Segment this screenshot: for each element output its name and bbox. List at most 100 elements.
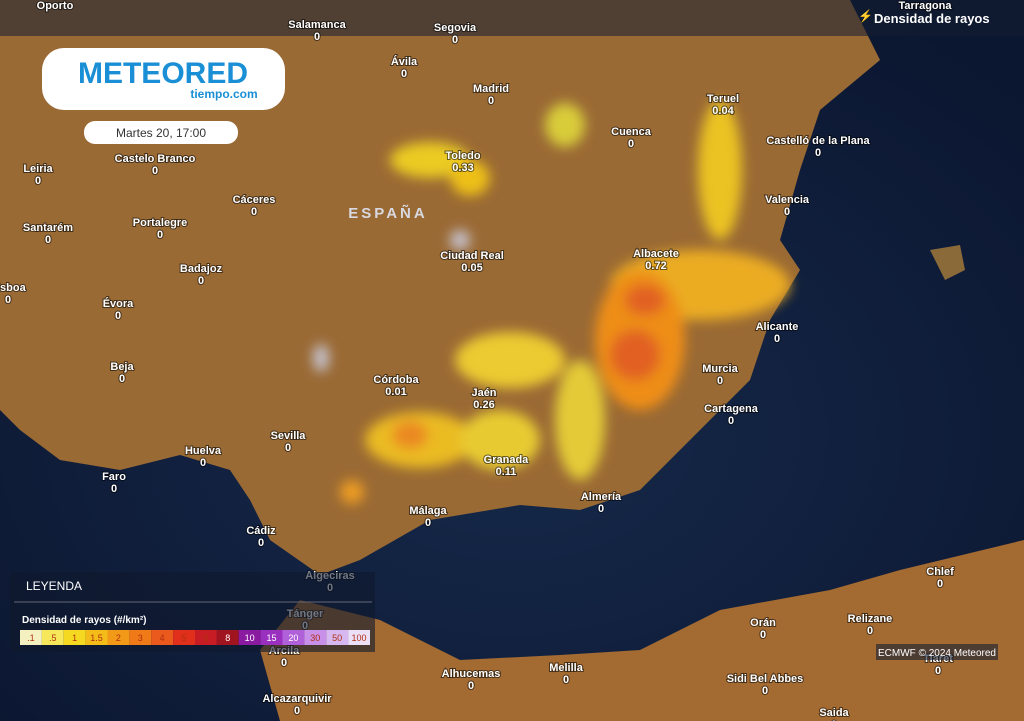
city-name: Ávila xyxy=(391,55,418,68)
city-value: 0 xyxy=(784,206,790,218)
logo: METEORED tiempo.com Martes 20, 17:00 xyxy=(42,48,285,144)
top-bar xyxy=(0,0,1024,36)
city-name: Valencia xyxy=(765,194,810,206)
city-value: 0 xyxy=(425,517,431,529)
credit: ECMWF © 2024 Meteored xyxy=(878,648,996,659)
city-name: Badajoz xyxy=(180,263,223,275)
storm-cells xyxy=(313,100,790,504)
logo-brand: METEORED xyxy=(78,57,248,90)
city-name: Tarragona xyxy=(899,0,953,12)
city-value: 0 xyxy=(35,175,41,187)
city-name: Portalegre xyxy=(133,217,187,229)
city-value: 0 xyxy=(935,665,941,677)
city-value: 0 xyxy=(728,415,734,427)
legend-label: 3 xyxy=(138,633,143,643)
legend-swatch xyxy=(260,630,283,645)
legend-swatch xyxy=(20,630,42,645)
city-name: Albacete xyxy=(633,248,679,260)
legend-label: .5 xyxy=(49,633,57,643)
city-name: Cádiz xyxy=(246,525,276,537)
city-value: 0 xyxy=(119,373,125,385)
city-value: 0 xyxy=(937,578,943,590)
city-name: Chlef xyxy=(926,566,954,578)
city-value: 0 xyxy=(468,680,474,692)
legend: LEYENDA Densidad de rayos (#/km²) .1 .5 1 1… xyxy=(10,572,375,652)
legend-heading: LEYENDA xyxy=(26,579,82,593)
mallorca xyxy=(930,245,965,280)
legend-label: 1.5 xyxy=(90,633,103,643)
city-value: 0.72 xyxy=(645,260,666,272)
city-name: Cáceres xyxy=(233,194,276,206)
legend-swatch xyxy=(173,630,195,645)
city-name: Évora xyxy=(103,297,134,310)
city-value: 0 xyxy=(762,685,768,697)
legend-swatch xyxy=(63,630,86,645)
city-value: 0 xyxy=(152,165,158,177)
city-name: Huelva xyxy=(185,445,222,457)
legend-swatch xyxy=(195,630,217,645)
legend-label: 20 xyxy=(288,633,298,643)
city-value: 0.05 xyxy=(461,262,482,274)
city-value: 0 xyxy=(111,483,117,495)
city-name: Santarém xyxy=(23,222,73,234)
date-bg xyxy=(84,121,238,144)
legend-label: 6 xyxy=(203,633,208,643)
legend-swatch xyxy=(151,630,174,645)
city-value: 0 xyxy=(294,705,300,717)
legend-label: 5 xyxy=(182,633,187,643)
city-value: 0 xyxy=(314,31,320,43)
city-value: 0 xyxy=(401,68,407,80)
city-value: 0 xyxy=(45,234,51,246)
city-value: 0 xyxy=(285,442,291,454)
city-name: Castelló de la Plana xyxy=(766,135,870,147)
north-africa xyxy=(260,540,1024,721)
city-value: 0 xyxy=(867,625,873,637)
city-name: Saida xyxy=(819,707,849,719)
city-name: Orán xyxy=(750,617,776,629)
city-value: 0 xyxy=(760,629,766,641)
legend-label: 100 xyxy=(352,633,367,643)
city-value: 0 xyxy=(198,275,204,287)
city-value: 0 xyxy=(258,537,264,549)
header: ⚡ Densidad de rayos xyxy=(858,9,990,26)
city-name: Teruel xyxy=(707,93,739,105)
date: Martes 20, 17:00 xyxy=(116,126,206,140)
header-title: Densidad de rayos xyxy=(874,11,990,26)
city-name: Lisboa xyxy=(0,282,27,294)
legend-swatch xyxy=(304,630,327,645)
legend-label: 1 xyxy=(72,633,77,643)
logo-bg xyxy=(42,48,285,110)
city-name: Málaga xyxy=(409,505,447,517)
city-name: Leiria xyxy=(23,163,53,175)
city-value: 0 xyxy=(831,719,837,721)
city-value: 0 xyxy=(251,206,257,218)
city-name: Sidi Bel Abbes xyxy=(727,673,804,685)
city-name: Segovia xyxy=(434,22,477,34)
city-name: Sevilla xyxy=(271,430,307,442)
city-value: 0 xyxy=(774,333,780,345)
city-name: Relizane xyxy=(848,613,893,625)
legend-label: .1 xyxy=(27,633,35,643)
city-name: Córdoba xyxy=(373,374,419,386)
city-value: 0 xyxy=(452,34,458,46)
logo-site: tiempo.com xyxy=(190,87,257,101)
city-value: 0 xyxy=(115,310,121,322)
legend-swatch xyxy=(85,630,108,645)
city-name: Oporto xyxy=(37,0,74,12)
city-value: 0 xyxy=(598,503,604,515)
city-value: 0 xyxy=(5,294,11,306)
city-name: Alcazarquivir xyxy=(262,693,332,705)
legend-swatch xyxy=(282,630,305,645)
legend-swatch xyxy=(107,630,130,645)
legend-scale: .1 .5 1 1.5 2 3 4 5 6 8 10 15 20 30 50 100 xyxy=(20,630,370,645)
legend-label: 4 xyxy=(160,633,165,643)
city-name: Almería xyxy=(581,491,622,503)
legend-label: 50 xyxy=(332,633,342,643)
city-value: 0.01 xyxy=(385,386,406,398)
country-label: ESPAÑA xyxy=(348,204,427,222)
city-value: 0 xyxy=(563,674,569,686)
legend-label: 15 xyxy=(267,633,277,643)
city-name: Granada xyxy=(484,454,530,466)
